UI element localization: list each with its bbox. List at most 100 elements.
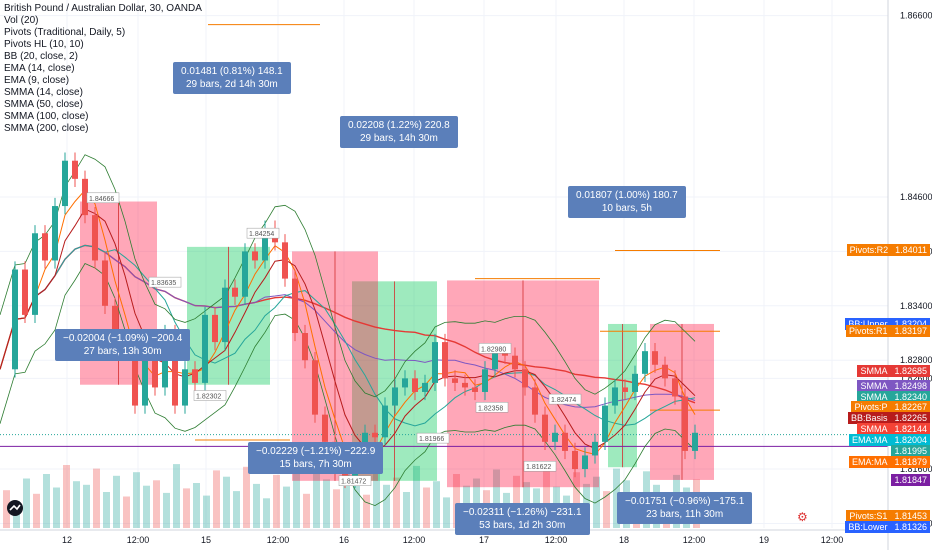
price-tag-value: 1.83197 bbox=[894, 326, 927, 337]
volume-bar bbox=[283, 486, 290, 528]
candle bbox=[432, 333, 438, 392]
price-tag: EMA:MA 1.81879 bbox=[848, 455, 930, 468]
candle bbox=[302, 324, 308, 369]
long-position-stats: 0.02208 (1.22%) 220.8 29 bars, 14h 30m bbox=[340, 116, 458, 148]
volume-bar bbox=[153, 480, 160, 528]
price-tag-value: 1.81995 bbox=[894, 445, 927, 456]
candle bbox=[482, 361, 488, 401]
candle bbox=[182, 361, 188, 414]
y-tick-label: 1.84600 bbox=[900, 192, 932, 202]
y-tick-label: 1.81600 bbox=[900, 464, 932, 474]
x-tick-label: 12:00 bbox=[821, 535, 844, 545]
point-label: 1.84254 bbox=[249, 231, 274, 238]
candle bbox=[592, 433, 598, 464]
stat-duration: 27 bars, 13h 30m bbox=[83, 346, 162, 357]
volume-bar bbox=[373, 471, 380, 528]
candle bbox=[32, 225, 38, 324]
price-tag-value: 1.82265 bbox=[894, 413, 927, 424]
y-tick-label: 1.86600 bbox=[900, 11, 932, 21]
volume-bar bbox=[493, 469, 500, 528]
volume-bar bbox=[63, 465, 70, 528]
candle bbox=[412, 370, 418, 401]
volume-bar bbox=[443, 497, 450, 528]
candle bbox=[212, 306, 218, 351]
volume-bar bbox=[603, 491, 610, 528]
point-label: 1.82358 bbox=[478, 405, 503, 412]
price-tag-name: BB:Basis bbox=[850, 413, 888, 424]
chart-title: British Pound / Australian Dollar, 30, O… bbox=[4, 3, 202, 14]
candle bbox=[542, 406, 548, 451]
price-tag: Pivots:R1 1.83197 bbox=[845, 325, 930, 338]
candle bbox=[442, 333, 448, 387]
price-tag: SMMA 1.82685 bbox=[857, 365, 930, 378]
settings-gear-icon[interactable]: ⚙ bbox=[797, 510, 808, 524]
short-position-stats: −0.02311 (−1.26%) −231.1 53 bars, 1d 2h 3… bbox=[455, 503, 590, 535]
volume-bar bbox=[23, 478, 30, 528]
candle bbox=[382, 397, 388, 446]
price-tag-value: 1.84011 bbox=[895, 245, 927, 256]
candles bbox=[12, 152, 698, 489]
volume-bar bbox=[353, 483, 360, 528]
point-label: 1.82474 bbox=[551, 397, 576, 404]
price-tag-name: EMA:MA bbox=[851, 435, 888, 446]
short-position-stats: −0.02004 (−1.09%) −200.4 27 bars, 13h 30m bbox=[55, 329, 191, 361]
x-tick-label: 12:00 bbox=[683, 535, 706, 545]
stat-duration: 29 bars, 14h 30m bbox=[359, 133, 438, 144]
volume-bar bbox=[123, 496, 130, 528]
x-tick-label: 12:00 bbox=[403, 535, 426, 545]
point-label: 1.82980 bbox=[481, 346, 506, 353]
candle bbox=[652, 342, 658, 373]
long-position-stats: 0.01481 (0.81%) 148.1 29 bars, 2d 14h 30m bbox=[173, 62, 291, 94]
volume-bar bbox=[343, 467, 350, 528]
candle bbox=[82, 170, 88, 224]
point-label: 1.81622 bbox=[526, 464, 551, 471]
x-axis: 12 12:00 15 12:00 16 12:00 17 12:00 18 12:00 19 12:… bbox=[62, 535, 843, 545]
price-tag: SMMA 1.82340 bbox=[857, 390, 930, 403]
price-tag-value: 1.82144 bbox=[894, 424, 927, 435]
price-tag: 1.81995 bbox=[891, 444, 930, 457]
legend-item: SMMA (14, close) bbox=[4, 87, 83, 98]
volume-bar bbox=[513, 475, 520, 528]
volume-bar bbox=[33, 493, 40, 528]
x-tick-label: 18 bbox=[619, 535, 629, 545]
volume-bar bbox=[313, 473, 320, 528]
legend-item: BB (20, close, 2) bbox=[4, 51, 78, 62]
price-tag-name: Pivots:P bbox=[854, 402, 888, 413]
price-tag: EMA:MA 1.82004 bbox=[848, 434, 930, 447]
volume-bar bbox=[403, 492, 410, 528]
point-label: 1.84666 bbox=[89, 196, 114, 203]
candle bbox=[522, 361, 528, 396]
price-tag-value: 1.81879 bbox=[894, 456, 927, 467]
price-tag-name: Pivots:R2 bbox=[849, 245, 889, 256]
volume-bar bbox=[223, 476, 230, 528]
price-tag: Pivots:R2 1.84011 bbox=[846, 244, 930, 257]
candle bbox=[682, 388, 688, 460]
legend-item: Pivots (Traditional, Daily, 5) bbox=[4, 27, 126, 38]
stat-duration: 15 bars, 7h 30m bbox=[279, 459, 352, 470]
volume-bar bbox=[203, 495, 210, 528]
stat-duration: 23 bars, 11h 30m bbox=[646, 509, 724, 520]
price-tag: BB:Lower 1.81326 bbox=[845, 521, 930, 534]
short-position-stats: −0.02229 (−1.21%) −222.9 15 bars, 7h 30m bbox=[248, 442, 384, 474]
price-tag: SMMA 1.82144 bbox=[857, 423, 930, 436]
volume-bar bbox=[573, 472, 580, 528]
volume-bar bbox=[253, 483, 260, 528]
candle bbox=[252, 243, 258, 269]
y-tick-label: 1.82800 bbox=[900, 355, 932, 365]
point-label: 1.81966 bbox=[419, 436, 444, 443]
legend-item: Pivots HL (10, 10) bbox=[4, 39, 84, 50]
candle bbox=[472, 379, 478, 401]
legend-item: EMA (9, close) bbox=[4, 75, 70, 86]
candle bbox=[312, 352, 318, 423]
price-tag-name: Pivots:R1 bbox=[848, 326, 888, 337]
volume-bar bbox=[83, 484, 90, 528]
point-label: 1.81472 bbox=[341, 479, 366, 486]
volume-bar bbox=[293, 463, 300, 528]
x-tick-label: 12 bbox=[62, 535, 72, 545]
bb-basis-line bbox=[0, 208, 696, 452]
volume-bar bbox=[133, 472, 140, 528]
volume-bar bbox=[433, 481, 440, 528]
price-tag: SMMA 1.82498 bbox=[857, 379, 930, 392]
x-tick-label: 19 bbox=[759, 535, 769, 545]
price-tag-value: 1.82498 bbox=[894, 380, 927, 391]
